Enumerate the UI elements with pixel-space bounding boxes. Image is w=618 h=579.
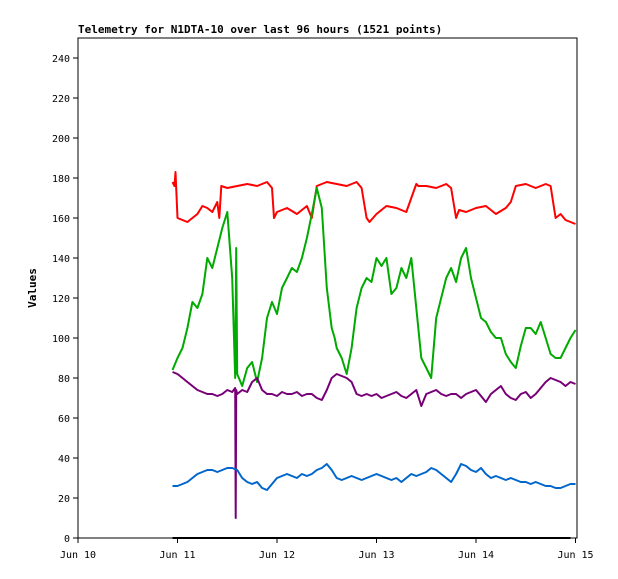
y-tick-label: 20 bbox=[58, 494, 70, 505]
x-tick-label: Jun 11 bbox=[159, 550, 195, 561]
y-tick-label: 140 bbox=[52, 254, 70, 265]
y-tick-label: 0 bbox=[64, 534, 70, 545]
y-tick-label: 200 bbox=[52, 134, 70, 145]
y-axis: 0 20 40 60 80 100 120 140 160 180 200 220 240 bbox=[52, 54, 78, 545]
y-tick-label: 80 bbox=[58, 374, 70, 385]
x-tick-label: Jun 15 bbox=[557, 550, 593, 561]
y-tick-label: 180 bbox=[52, 174, 70, 185]
x-axis: Jun 10 Jun 11 Jun 12 Jun 13 Jun 14 Jun 15 bbox=[60, 538, 594, 561]
y-tick-label: 220 bbox=[52, 94, 70, 105]
y-tick-label: 120 bbox=[52, 294, 70, 305]
y-tick-label: 100 bbox=[52, 334, 70, 345]
x-tick-label: Jun 12 bbox=[259, 550, 295, 561]
series-line-2 bbox=[171, 187, 577, 387]
x-tick-label: Jun 14 bbox=[458, 550, 494, 561]
y-tick-label: 240 bbox=[52, 54, 70, 65]
series-line-4 bbox=[172, 463, 576, 491]
series-group bbox=[171, 171, 577, 539]
x-tick-label: Jun 13 bbox=[358, 550, 394, 561]
series-line-3 bbox=[172, 371, 576, 519]
y-tick-label: 40 bbox=[58, 454, 70, 465]
chart-title: Telemetry for N1DTA-10 over last 96 hour… bbox=[78, 23, 443, 36]
y-axis-label: Values bbox=[26, 268, 39, 308]
y-tick-label: 160 bbox=[52, 214, 70, 225]
x-tick-label: Jun 10 bbox=[60, 550, 96, 561]
series-line-1 bbox=[171, 171, 576, 225]
y-tick-label: 60 bbox=[58, 414, 70, 425]
